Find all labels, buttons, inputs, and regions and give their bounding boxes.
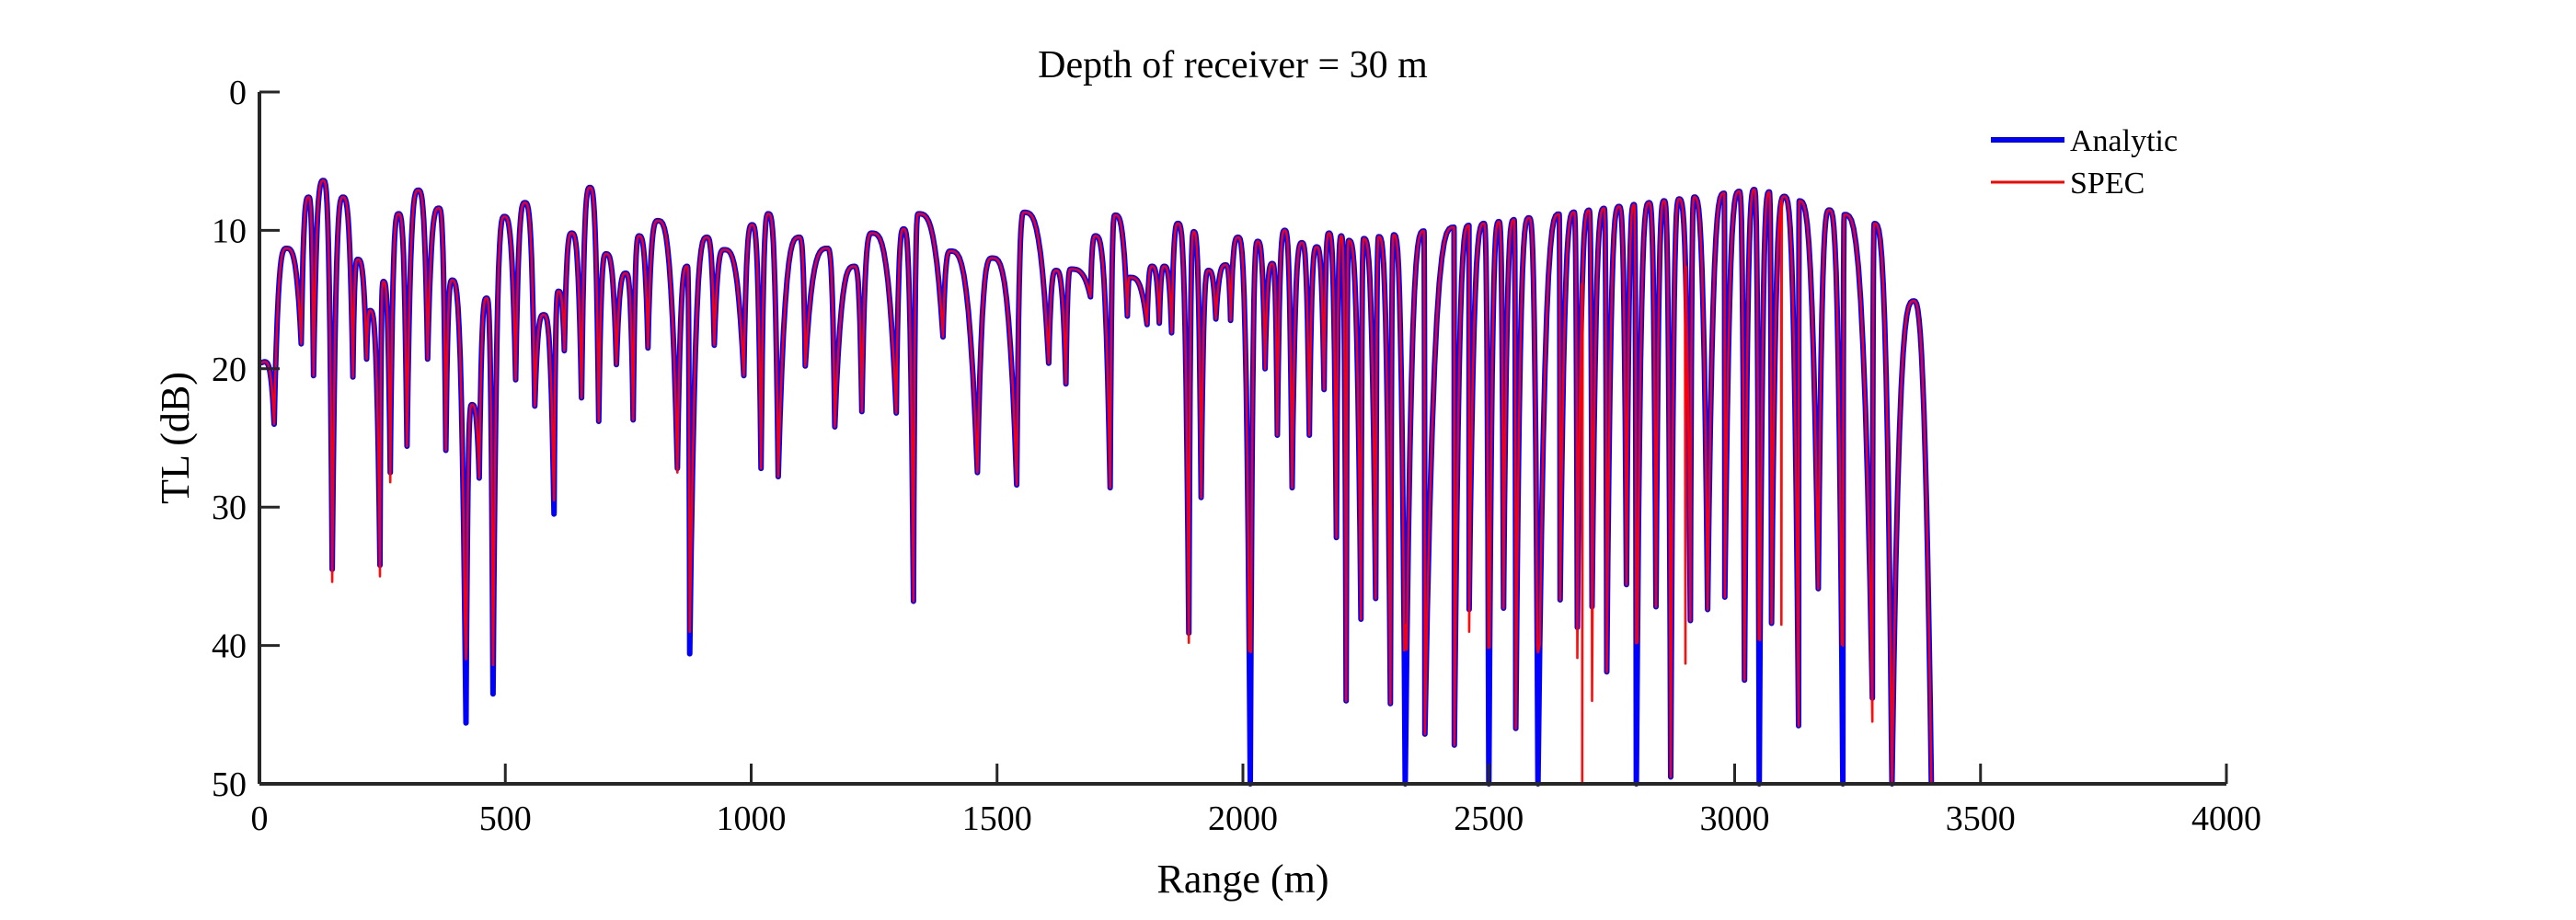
axes: 0 500 1000 1500 2000 2500 3000 3500 4000 0 10 20 30… bbox=[212, 74, 2261, 838]
y-ticks: 0 10 20 30 40 50 bbox=[212, 74, 280, 804]
plot-area bbox=[259, 178, 1935, 787]
x-tick-label: 2000 bbox=[1208, 799, 1278, 838]
legend: Analytic SPEC bbox=[1991, 124, 2178, 201]
x-tick-label: 3000 bbox=[1700, 799, 1770, 838]
x-axis-title: Range (m) bbox=[1157, 857, 1329, 902]
x-tick-label: 4000 bbox=[2191, 799, 2261, 838]
x-tick-label: 2500 bbox=[1454, 799, 1524, 838]
legend-label-analytic: Analytic bbox=[2070, 124, 2178, 158]
x-tick-label: 3500 bbox=[1946, 799, 2016, 838]
y-tick-label: 0 bbox=[229, 74, 247, 112]
legend-label-spec: SPEC bbox=[2070, 167, 2145, 201]
y-tick-label: 30 bbox=[212, 489, 247, 527]
x-tick-label: 0 bbox=[251, 799, 269, 838]
series-analytic-line bbox=[259, 178, 1935, 787]
series-spec-line bbox=[259, 179, 1933, 786]
x-tick-label: 1000 bbox=[717, 799, 787, 838]
y-tick-label: 40 bbox=[212, 627, 247, 666]
x-tick-label: 1500 bbox=[962, 799, 1032, 838]
x-tick-label: 500 bbox=[479, 799, 532, 838]
y-tick-label: 50 bbox=[212, 765, 247, 804]
chart-title: Depth of receiver = 30 m bbox=[1038, 44, 1428, 86]
y-axis-title: TL (dB) bbox=[153, 372, 198, 504]
y-tick-label: 10 bbox=[212, 212, 247, 250]
y-tick-label: 20 bbox=[212, 351, 247, 389]
x-ticks: 0 500 1000 1500 2000 2500 3000 3500 4000 bbox=[251, 764, 2261, 838]
